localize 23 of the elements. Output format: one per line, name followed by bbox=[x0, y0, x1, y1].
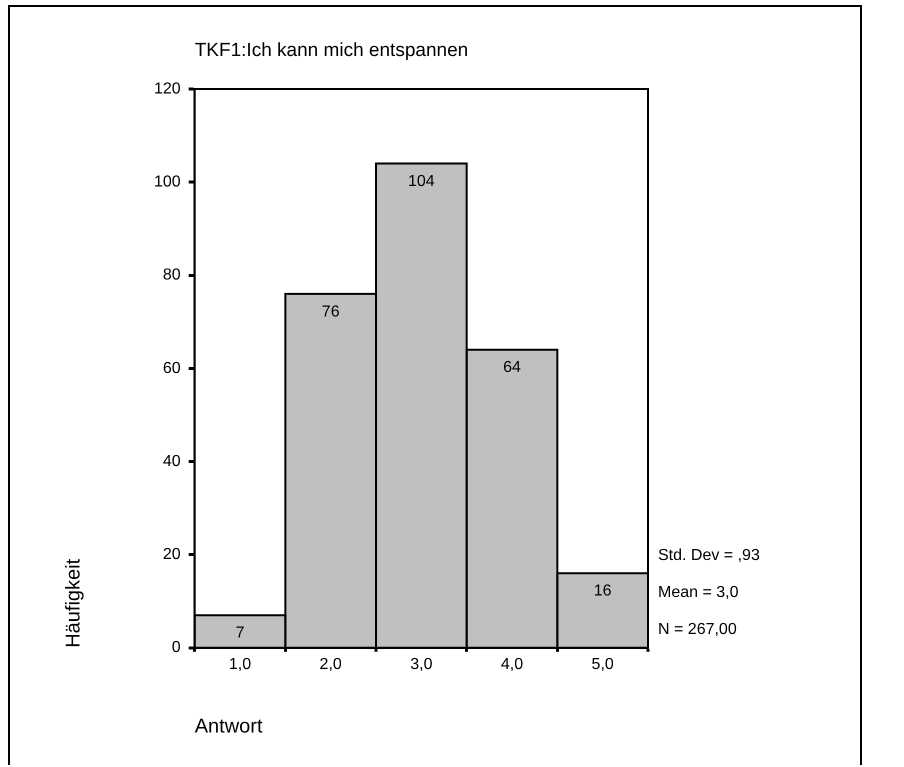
text: Std. Dev = ,93 bbox=[658, 547, 760, 564]
y-tick-label: 40 bbox=[162, 452, 181, 470]
x-tick-label: 4,0 bbox=[500, 656, 524, 673]
y-tick-label: 0 bbox=[172, 639, 181, 656]
text: Mean = 3,0 bbox=[658, 584, 739, 602]
y-axis-title: Häufigkeit bbox=[62, 558, 85, 648]
y-tick-label: 120 bbox=[154, 80, 181, 98]
data-label: 76 bbox=[322, 303, 340, 320]
x-tick-label: 1,0 bbox=[228, 656, 252, 673]
y-tick-label: 80 bbox=[162, 266, 181, 284]
x-tick-label: 3,0 bbox=[410, 656, 433, 673]
y-tick-label: 20 bbox=[162, 546, 181, 564]
data-label: 7 bbox=[236, 624, 245, 642]
x-tick-label: 2,0 bbox=[320, 656, 342, 673]
y-tick-label: 60 bbox=[162, 360, 181, 377]
chart-title: TKF1:Ich kann mich entspannen bbox=[194, 40, 468, 62]
data-label: 104 bbox=[408, 172, 435, 190]
y-tick-label: 100 bbox=[154, 174, 181, 191]
x-tick-label: 5,0 bbox=[592, 656, 614, 673]
x-axis-title: Antwort bbox=[194, 716, 263, 738]
data-label: 64 bbox=[503, 359, 522, 376]
data-label: 16 bbox=[594, 582, 612, 600]
text: N = 267,00 bbox=[658, 621, 737, 638]
